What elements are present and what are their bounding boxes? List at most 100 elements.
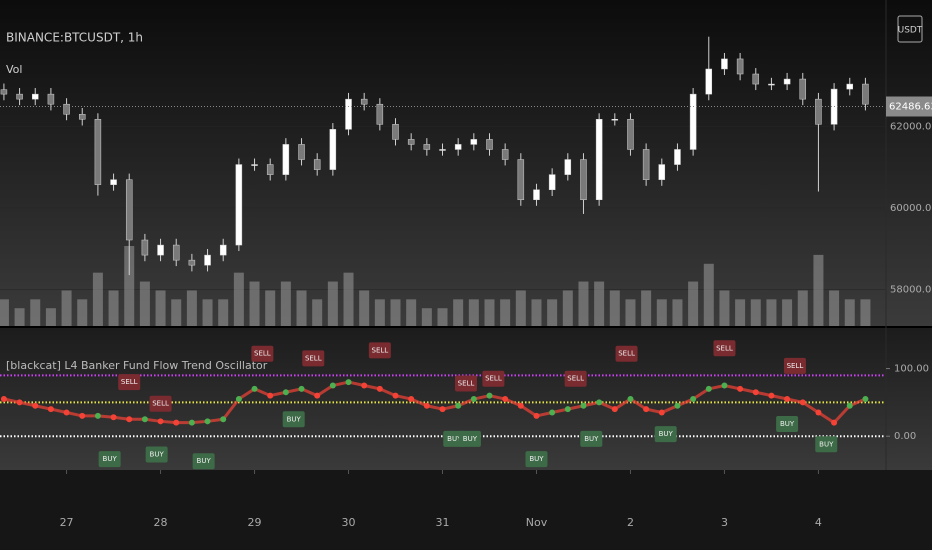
trend-point	[0, 396, 7, 402]
candle-body	[235, 164, 243, 246]
volume-bar	[45, 308, 56, 326]
volume-bar	[92, 272, 103, 326]
trend-point	[815, 409, 822, 416]
trend-point	[455, 402, 462, 409]
trend-point	[627, 396, 634, 402]
candle-body	[31, 93, 39, 100]
volume-bar	[782, 299, 793, 326]
volume-bar	[625, 299, 636, 326]
trend-point	[423, 402, 430, 409]
candle-body	[439, 149, 446, 151]
volume-bar	[437, 308, 448, 326]
candle-body	[721, 58, 728, 70]
time-axis	[0, 470, 932, 550]
signal-label: SELL	[458, 379, 475, 387]
volume-bar	[641, 290, 652, 326]
trend-point	[784, 396, 791, 402]
trend-point	[564, 406, 571, 413]
volume-bar	[421, 308, 432, 326]
x-tick-label: 4	[815, 516, 822, 529]
volume-bar	[359, 290, 370, 326]
trend-point	[862, 396, 869, 402]
trend-point	[439, 406, 446, 413]
signal-label: SELL	[716, 344, 733, 352]
volume-bar	[453, 299, 464, 326]
volume-bar	[249, 281, 260, 326]
y-tick-label: 58000.00	[890, 284, 932, 295]
candle-body	[658, 164, 666, 180]
candle-body	[705, 68, 713, 95]
candle-body	[548, 174, 556, 190]
candle-body	[298, 144, 305, 160]
volume-bar	[312, 299, 323, 326]
y-tick-label: 100.00	[894, 364, 929, 375]
candle-body	[141, 239, 149, 256]
signal-box	[580, 430, 603, 447]
candle-body	[862, 83, 869, 105]
x-tick-label: 2	[627, 516, 634, 529]
candle-body	[392, 124, 399, 140]
candle-body	[47, 93, 55, 105]
y-tick-label: 0.00	[894, 431, 916, 442]
candle-body	[423, 144, 431, 150]
trend-point	[32, 402, 39, 409]
price-pane	[0, 0, 932, 326]
signal-label: BUY	[819, 440, 834, 448]
signal-box	[783, 357, 806, 374]
candle-body	[204, 254, 211, 266]
signal-label: BUY	[103, 455, 118, 463]
candle-body	[219, 244, 227, 256]
candle-body	[595, 119, 603, 201]
trend-point	[831, 419, 838, 426]
trend-point	[549, 409, 556, 416]
x-tick-label: 30	[342, 516, 356, 529]
trend-point	[126, 416, 133, 423]
volume-bar	[202, 299, 213, 326]
candle-body	[16, 93, 23, 100]
trend-point	[705, 385, 712, 392]
trend-point	[251, 385, 258, 392]
x-tick-label: 27	[60, 516, 74, 529]
candle-body	[783, 78, 791, 85]
candle-body	[564, 159, 572, 175]
volume-bar	[139, 281, 150, 326]
signal-label: BUY	[529, 455, 544, 463]
volume-bar	[343, 272, 354, 326]
trend-point	[329, 382, 336, 389]
candle-body	[486, 139, 493, 150]
volume-bar	[155, 290, 166, 326]
currency-box[interactable]	[897, 15, 923, 43]
candle-body	[454, 144, 462, 150]
signal-box	[302, 350, 325, 367]
trend-point	[298, 385, 305, 392]
signal-box	[713, 340, 736, 357]
trend-point	[314, 392, 321, 399]
oscillator-title: [blackcat] L4 Banker Fund Flow Trend Osc…	[6, 359, 268, 372]
x-tick-label: 3	[721, 516, 728, 529]
signal-label: BUY	[150, 450, 165, 458]
volume-bar	[500, 299, 511, 326]
signal-label: SELL	[618, 350, 635, 358]
candle-body	[345, 98, 352, 130]
signal-box	[192, 453, 215, 470]
signal-box	[458, 430, 481, 447]
signal-label: BUY	[197, 457, 212, 465]
volume-bar	[547, 299, 558, 326]
candle-body	[376, 103, 384, 125]
trend-point	[235, 396, 242, 402]
signal-box	[615, 345, 638, 362]
candle-body	[110, 179, 117, 185]
signal-box	[118, 374, 141, 391]
volume-bar	[672, 299, 683, 326]
volume-bar	[77, 299, 88, 326]
trend-point	[173, 419, 180, 426]
candle-body	[768, 83, 775, 86]
candle-body	[94, 119, 102, 185]
volume-bar	[719, 290, 730, 326]
candle-body	[674, 149, 681, 165]
volume-bar	[735, 299, 746, 326]
volume-bar	[390, 299, 401, 326]
candle-body	[517, 159, 525, 201]
signal-box	[454, 375, 477, 392]
trend-point	[737, 385, 744, 392]
